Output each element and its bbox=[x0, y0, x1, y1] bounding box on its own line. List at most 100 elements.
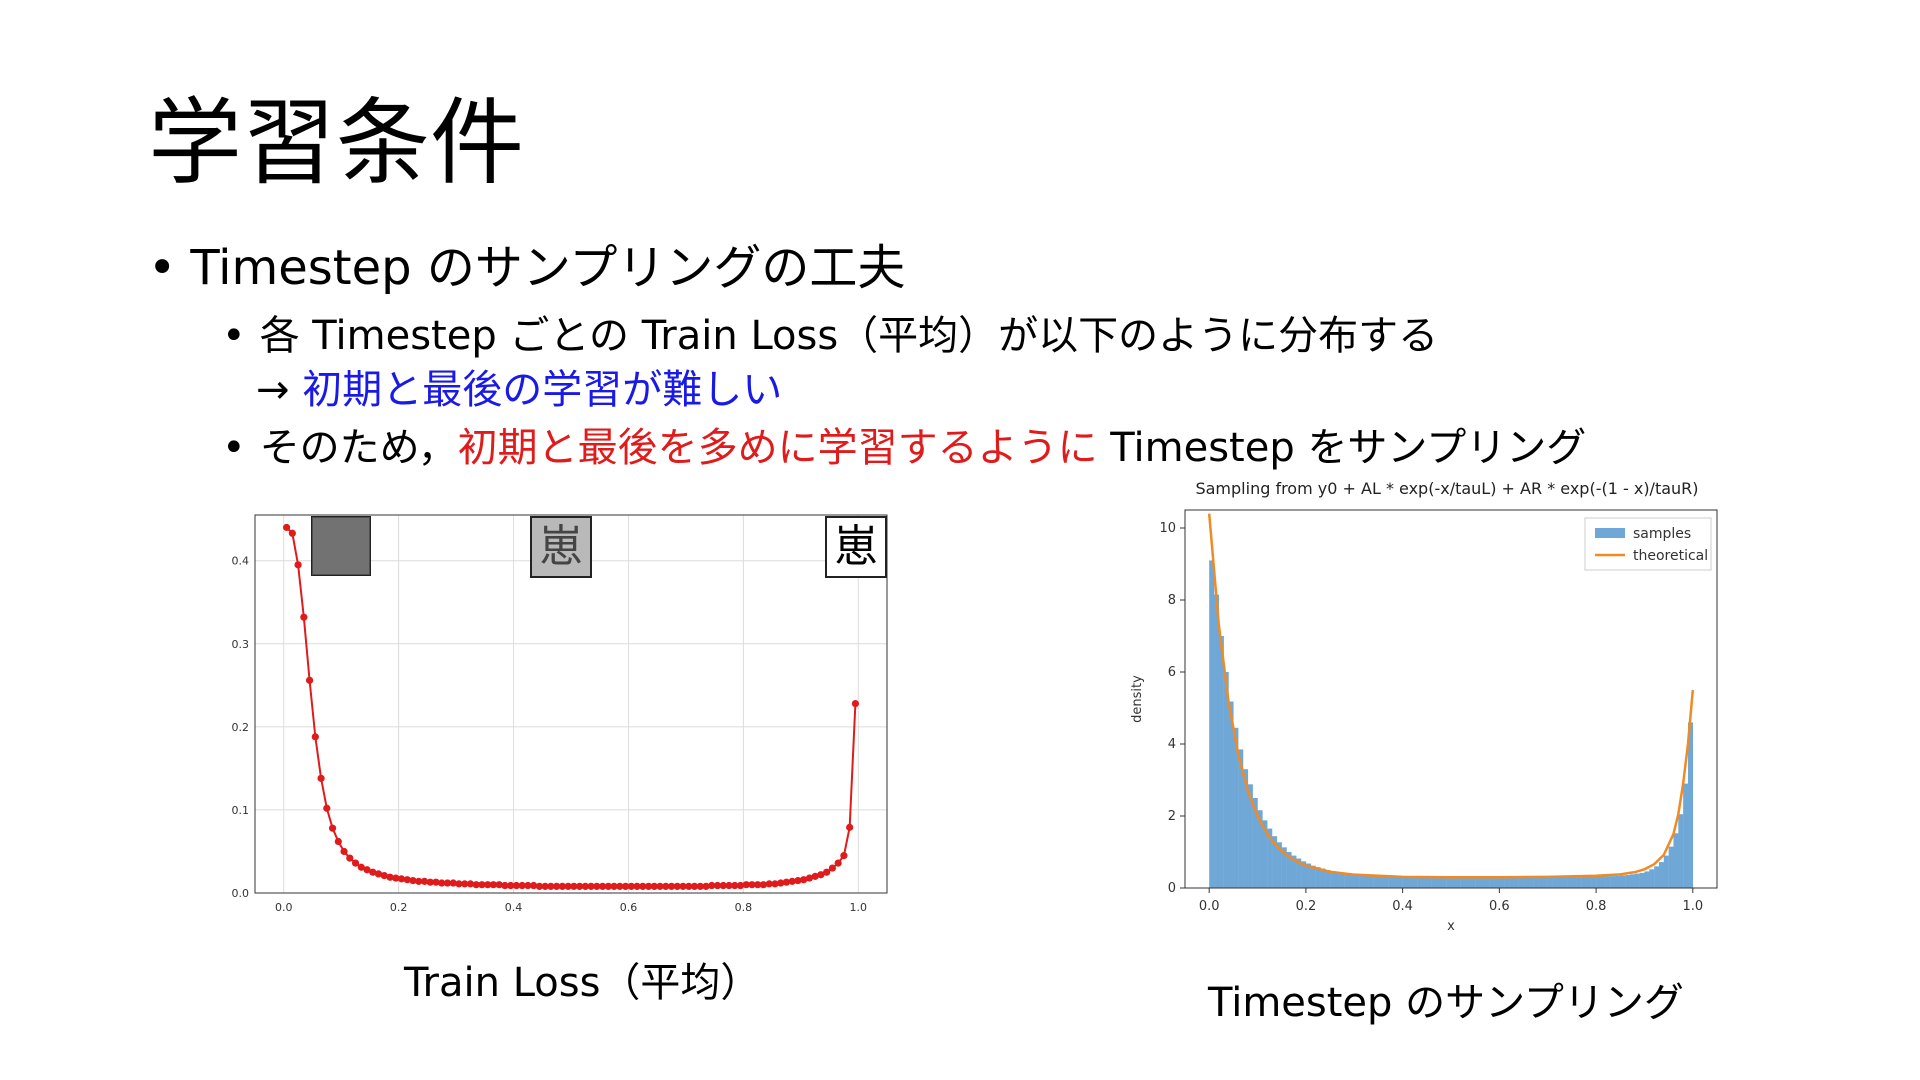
loss-point bbox=[851, 699, 860, 708]
loss-point bbox=[685, 882, 693, 890]
loss-point bbox=[840, 852, 848, 860]
histogram-bar bbox=[1489, 877, 1495, 888]
loss-point bbox=[754, 881, 762, 889]
histogram-bar bbox=[1658, 862, 1664, 888]
loss-point bbox=[650, 882, 658, 890]
loss-point bbox=[472, 881, 480, 889]
histogram-bar bbox=[1388, 876, 1394, 888]
loss-point bbox=[708, 881, 716, 890]
loss-point bbox=[305, 676, 314, 684]
loss-point bbox=[817, 871, 825, 879]
plot-frame bbox=[1184, 509, 1718, 889]
conclusion-highlight: 初期と最後の学習が難しい bbox=[302, 367, 783, 413]
histogram-bar bbox=[1402, 876, 1408, 888]
loss-point bbox=[386, 873, 394, 881]
histogram-bar bbox=[1523, 877, 1529, 888]
loss-point bbox=[363, 866, 371, 874]
loss-point bbox=[397, 875, 406, 883]
histogram-bar bbox=[1354, 874, 1360, 888]
histogram-bar bbox=[1615, 875, 1621, 888]
loss-point bbox=[777, 879, 785, 887]
histogram-bar bbox=[1238, 749, 1244, 888]
legend-swatch-samples bbox=[1595, 528, 1625, 538]
loss-point bbox=[788, 877, 796, 885]
histogram-bar bbox=[1663, 855, 1669, 888]
histogram-bar bbox=[1567, 877, 1573, 888]
loss-point bbox=[564, 882, 572, 890]
histogram-bar bbox=[1218, 636, 1224, 888]
loss-point bbox=[501, 881, 509, 890]
histogram-bar bbox=[1629, 874, 1635, 888]
histogram-bar bbox=[1407, 876, 1413, 888]
histogram-bar bbox=[1339, 872, 1345, 888]
loss-point bbox=[489, 881, 498, 889]
loss-point bbox=[570, 882, 578, 890]
histogram-bar bbox=[1552, 877, 1558, 888]
histogram-bar bbox=[1378, 876, 1384, 888]
histogram-bar bbox=[1421, 877, 1428, 888]
loss-point bbox=[604, 882, 612, 890]
histogram-bar bbox=[1426, 877, 1432, 888]
sub-bullet-2: • そのため，初期と最後を多めに学習するように Timestep をサンプリング bbox=[222, 424, 1586, 472]
histogram-bar bbox=[1480, 877, 1486, 888]
loss-point bbox=[432, 878, 440, 886]
y-tick-label: 0.4 bbox=[232, 555, 250, 568]
histogram-bar bbox=[1673, 833, 1679, 888]
loss-point bbox=[535, 882, 543, 890]
y-tick-label: 0.3 bbox=[232, 638, 250, 651]
y-tick-label: 0 bbox=[1168, 881, 1176, 896]
thumb-clean: 崽 bbox=[825, 516, 887, 578]
x-tick-label: 0.0 bbox=[1199, 899, 1220, 914]
loss-point bbox=[621, 882, 630, 890]
x-tick-label: 0.0 bbox=[275, 901, 293, 914]
loss-point bbox=[639, 882, 647, 890]
histogram-bar bbox=[1470, 877, 1476, 888]
loss-point bbox=[409, 876, 417, 885]
histogram-bar bbox=[1296, 858, 1302, 888]
loss-point bbox=[771, 880, 779, 888]
histogram-bar bbox=[1620, 875, 1626, 888]
histogram-bar bbox=[1262, 820, 1268, 888]
histogram-bar bbox=[1310, 865, 1316, 888]
bullet-main: • Timestep のサンプリングの工夫 bbox=[148, 240, 905, 298]
loss-point bbox=[794, 876, 802, 885]
loss-point bbox=[283, 523, 291, 532]
histogram-bar bbox=[1344, 873, 1350, 888]
x-tick-label: 0.2 bbox=[390, 901, 408, 914]
histogram-bar bbox=[1441, 877, 1447, 888]
loss-point bbox=[576, 882, 584, 890]
loss-point bbox=[823, 868, 831, 876]
y-tick-label: 0.2 bbox=[232, 721, 250, 734]
bullet-dot: • bbox=[222, 313, 246, 359]
histogram-bar bbox=[1209, 560, 1215, 888]
histogram-bar bbox=[1412, 877, 1418, 888]
loss-point bbox=[731, 881, 739, 890]
loss-point bbox=[610, 882, 618, 890]
loss-point bbox=[461, 880, 469, 888]
histogram-bars bbox=[1209, 560, 1694, 888]
loss-point bbox=[616, 882, 624, 890]
histogram-bar bbox=[1484, 877, 1490, 888]
histogram-bar bbox=[1368, 875, 1374, 888]
histogram-bar bbox=[1576, 877, 1582, 888]
loss-point bbox=[403, 876, 411, 884]
histogram-bar bbox=[1320, 868, 1326, 888]
histogram-bar bbox=[1494, 877, 1500, 888]
loss-point bbox=[426, 878, 434, 886]
histogram-bar bbox=[1649, 869, 1655, 888]
histogram-bar bbox=[1644, 871, 1650, 888]
thumb-mid-char: 崽 bbox=[539, 521, 583, 572]
sub-bullet-1: • 各 Timestep ごとの Train Loss（平均）が以下のように分布す… bbox=[222, 312, 1438, 360]
histogram-bar bbox=[1276, 842, 1282, 888]
y-tick-label: 0.1 bbox=[232, 804, 250, 817]
loss-point bbox=[374, 870, 383, 878]
loss-point bbox=[455, 880, 463, 888]
histogram-bar bbox=[1252, 798, 1258, 888]
loss-point bbox=[507, 881, 515, 890]
loss-point bbox=[311, 733, 319, 741]
loss-point bbox=[294, 561, 302, 569]
loss-point bbox=[834, 859, 842, 867]
histogram-bar bbox=[1243, 769, 1249, 888]
sub-bullet-1-conclusion: → 初期と最後の学習が難しい bbox=[256, 366, 782, 414]
histogram-bar bbox=[1392, 876, 1398, 888]
